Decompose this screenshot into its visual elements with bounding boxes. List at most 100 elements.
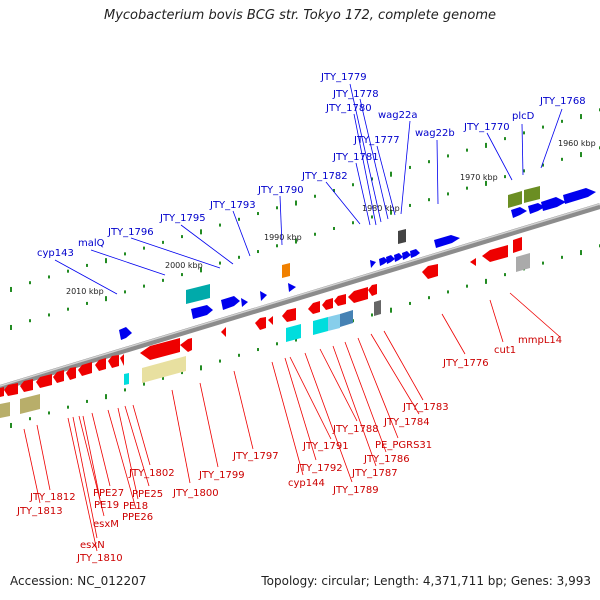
scale-tick (333, 226, 335, 230)
gene-label: JTY_1784 (383, 417, 430, 428)
gene-label: JTY_1768 (539, 96, 586, 107)
gene-arrow (348, 287, 368, 303)
gene-arrow (422, 264, 438, 279)
gene-arrow (180, 338, 192, 352)
gene-label: cut1 (494, 345, 516, 356)
gene-arrow (386, 255, 395, 264)
topology-label: Topology: circular; Length: 4,371,711 bp… (261, 574, 591, 588)
gene-label: JTY_1793 (209, 200, 256, 211)
gene-label: esxM (93, 519, 119, 530)
scale-tick (580, 114, 582, 120)
gene-label: PPE26 (122, 512, 153, 523)
scale-tick (485, 142, 487, 148)
scale-tick (200, 229, 202, 235)
scale-tick (390, 209, 392, 215)
scale-tick (181, 371, 183, 375)
scale-tick (485, 180, 487, 186)
scale-label: 2010 kbp (66, 287, 104, 296)
scale-tick (181, 273, 183, 277)
feature-box (508, 191, 522, 208)
scale-tick (295, 238, 297, 244)
scale-tick (352, 221, 354, 225)
scale-tick (124, 290, 126, 294)
scale-tick (105, 394, 107, 400)
scale-tick (561, 255, 563, 259)
genome-backbone (0, 203, 600, 391)
scale-tick (314, 194, 316, 198)
scale-tick (295, 200, 297, 206)
scale-tick (67, 269, 69, 273)
reverse-features (0, 237, 530, 418)
scale-tick (143, 382, 145, 386)
scale-tick (200, 267, 202, 273)
scale-tick (428, 160, 430, 164)
scale-tick (504, 175, 506, 179)
scale-label: 1970 kbp (460, 173, 498, 182)
gene-arrow (120, 354, 124, 366)
scale-tick (542, 163, 544, 167)
gene-arrow (221, 327, 226, 337)
map-title: Mycobacterium bovis BCG str. Tokyo 172, … (104, 8, 496, 23)
gene-arrow (0, 387, 4, 397)
scale-tick (67, 405, 69, 409)
gene-label: PPE27 (93, 488, 124, 499)
feature-box (374, 300, 381, 316)
scale-tick (390, 171, 392, 177)
gene-arrow (394, 253, 403, 262)
gene-arrow (334, 294, 346, 306)
scale-tick (371, 177, 373, 181)
scale-tick (48, 313, 50, 317)
feature-box (328, 314, 340, 331)
feature-box (282, 263, 290, 278)
gene-label: JTY_1781 (332, 152, 379, 163)
scale-tick (352, 183, 354, 187)
scale-tick (67, 307, 69, 311)
gene-label: cyp144 (288, 478, 325, 489)
feature-box (124, 373, 129, 385)
gene-arrow (563, 188, 596, 204)
scale-tick (466, 186, 468, 190)
gene-label: esxN (80, 540, 105, 551)
gene-arrow (268, 316, 273, 325)
feature-box (398, 229, 406, 244)
feature-box (516, 253, 530, 272)
gene-label: JTY_1789 (332, 485, 379, 496)
scale-tick (447, 154, 449, 158)
gene-label: JTY_1795 (159, 213, 206, 224)
gene-arrow (288, 283, 296, 292)
scale-tick (276, 206, 278, 210)
gene-arrow (513, 237, 522, 253)
scale-tick (238, 255, 240, 259)
scale-tick (561, 157, 563, 161)
gene-arrow (53, 370, 64, 383)
gene-arrow (260, 291, 267, 301)
gene-label: JTY_1776 (442, 358, 489, 369)
scale-label: 2000 kbp (165, 261, 203, 270)
scale-tick (371, 215, 373, 219)
scale-tick (219, 261, 221, 265)
gene-arrow (368, 284, 377, 296)
gene-label: mmpL14 (518, 335, 562, 346)
feature-box (186, 284, 210, 304)
gene-arrow (528, 203, 545, 214)
gene-arrow (482, 245, 508, 262)
gene-arrow (66, 367, 76, 380)
scale-tick (143, 284, 145, 288)
gene-label: JTY_1777 (353, 135, 400, 146)
gene-label: JTY_1791 (302, 441, 349, 452)
scale-ticks (10, 108, 600, 428)
gene-label: JTY_1810 (76, 553, 123, 564)
gene-arrow (241, 298, 248, 307)
gene-arrow (282, 308, 296, 322)
gene-arrow (140, 338, 180, 360)
scale-tick (86, 263, 88, 267)
gene-label: JTY_1797 (232, 451, 279, 462)
scale-tick (523, 169, 525, 173)
scale-tick (10, 324, 12, 330)
gene-arrow (470, 258, 476, 266)
gene-label: JTY_1802 (128, 468, 175, 479)
gene-label: JTY_1792 (296, 463, 343, 474)
scale-tick (409, 165, 411, 169)
reverse-labels: mmpL14 cut1 JTY_1776 JTY_1783 JTY_1784 P… (16, 335, 562, 564)
feature-box (20, 394, 40, 414)
